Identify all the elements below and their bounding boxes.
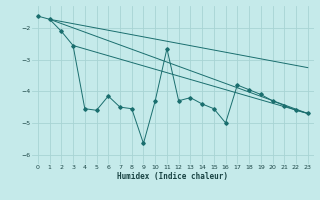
X-axis label: Humidex (Indice chaleur): Humidex (Indice chaleur) <box>117 172 228 181</box>
